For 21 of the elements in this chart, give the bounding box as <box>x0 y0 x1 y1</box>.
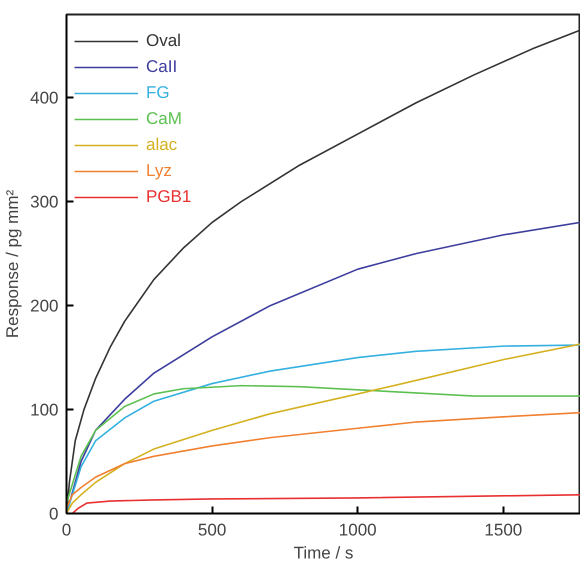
x-tick-label: 500 <box>198 520 226 540</box>
x-axis-title: Time / s <box>294 544 354 562</box>
legend-label: CaM <box>146 109 182 129</box>
y-tick-label: 300 <box>30 192 59 212</box>
y-tick-label: 400 <box>30 88 59 108</box>
y-axis-title: Response / pg mm² <box>3 189 22 338</box>
legend-label: alac <box>146 135 178 155</box>
y-tick-label: 0 <box>49 504 59 524</box>
x-tick-label: 0 <box>62 520 72 540</box>
line-series <box>66 384 580 504</box>
y-tick-label: 100 <box>30 400 59 420</box>
line-series <box>72 494 580 514</box>
x-tick-label: 1500 <box>484 520 522 540</box>
legend-label: Lyz <box>146 161 172 181</box>
legend-label: FG <box>146 83 170 103</box>
legend-label: PGB1 <box>146 187 192 207</box>
x-tick-label: 1000 <box>338 520 377 540</box>
line-series <box>66 412 580 510</box>
legend-label: CaII <box>146 57 178 77</box>
y-tick-label: 200 <box>30 296 59 316</box>
legend-label: Oval <box>146 31 181 51</box>
